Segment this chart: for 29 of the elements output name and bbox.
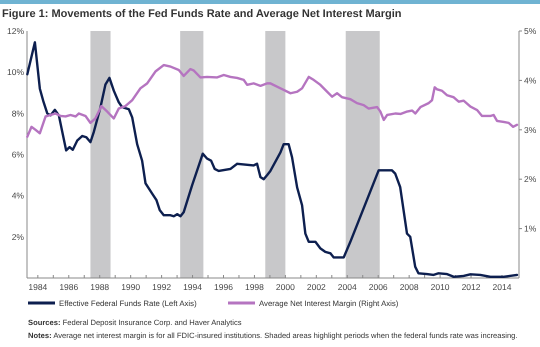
line-series <box>26 64 518 138</box>
x-tick-label: 2010 <box>430 282 450 292</box>
x-tick-label: 1988 <box>90 282 110 292</box>
y2-tick-label: 5% <box>524 26 537 36</box>
y-tick-label: 2% <box>12 232 24 242</box>
x-tick-label: 2000 <box>276 282 296 292</box>
x-tick-label: 2006 <box>368 282 388 292</box>
y2-tick-label: 4% <box>524 75 537 86</box>
y-tick-label: 4% <box>12 190 24 201</box>
x-tick-label: 2014 <box>492 282 512 292</box>
x-tick-label: 1996 <box>214 282 234 292</box>
x-tick-label: 1998 <box>244 282 264 292</box>
y-tick-label: 12% <box>6 26 24 36</box>
y-tick-label: 8% <box>12 108 24 118</box>
x-tick-label: 1984 <box>28 282 48 292</box>
x-tick-label: 2008 <box>400 282 419 292</box>
x-tick-label: 1990 <box>121 282 140 292</box>
x-tick-label: 2004 <box>338 282 357 292</box>
y-tick-label: 6% <box>12 150 24 160</box>
chart-title: Figure 1: Movements of the Fed Funds Rate and Average Net Interest Margin <box>2 8 402 20</box>
x-tick-label: 1994 <box>183 282 202 292</box>
y2-tick-label: 1% <box>524 224 537 234</box>
x-tick-label: 1986 <box>59 282 78 292</box>
y-tick-label: 10% <box>6 67 24 78</box>
x-tick-label: 1992 <box>152 282 172 292</box>
y2-tick-label: 2% <box>524 174 537 184</box>
x-tick-label: 2012 <box>462 282 481 292</box>
x-tick-label: 2002 <box>306 282 326 292</box>
y2-tick-label: 3% <box>524 124 537 135</box>
